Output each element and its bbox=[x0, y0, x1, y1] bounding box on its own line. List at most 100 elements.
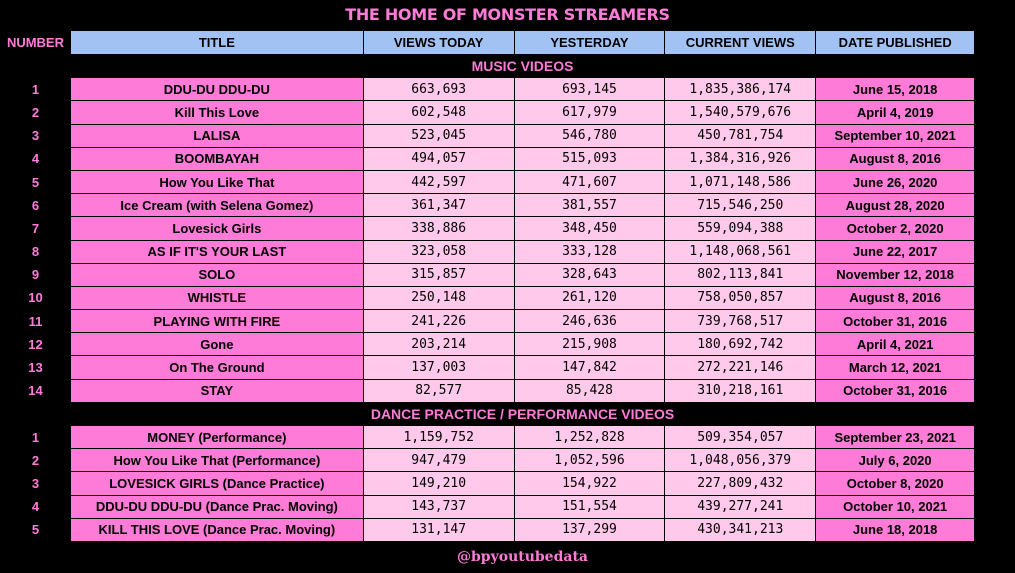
yesterday-value: 471,607 bbox=[513, 169, 666, 195]
table-row: 7 Lovesick Girls 338,886 348,450 559,094,388… bbox=[0, 216, 1015, 241]
table-row: 11 PLAYING WITH FIRE 241,226 246,636 739,768… bbox=[0, 309, 1015, 334]
table-row: 4 BOOMBAYAH 494,057 515,093 1,384,316,926 Aug… bbox=[0, 146, 1015, 171]
rank-number: 5 bbox=[0, 517, 71, 542]
video-title: PLAYING WITH FIRE bbox=[69, 309, 364, 334]
yesterday-value: 147,842 bbox=[513, 355, 666, 380]
video-title: DDU-DU DDU-DU bbox=[69, 77, 364, 102]
empty-cell bbox=[0, 540, 71, 573]
table-row: 9 SOLO 315,857 328,643 802,113,841 November 1… bbox=[0, 262, 1015, 287]
current-views-value: 758,050,857 bbox=[664, 285, 817, 311]
header-views-today: VIEWS TODAY bbox=[362, 30, 515, 55]
rank-number: 13 bbox=[0, 355, 71, 380]
table-row: 12 Gone 203,214 215,908 180,692,742 April 4, … bbox=[0, 332, 1015, 357]
header-current-views: CURRENT VIEWS bbox=[664, 30, 817, 55]
empty-cell bbox=[974, 309, 1015, 334]
views-today-value: 1,159,752 bbox=[362, 424, 515, 450]
header-title: TITLE bbox=[69, 30, 364, 55]
empty-cell bbox=[974, 517, 1015, 542]
yesterday-value: 85,428 bbox=[513, 378, 666, 403]
empty-cell bbox=[974, 53, 1015, 79]
yesterday-value: 151,554 bbox=[513, 494, 666, 519]
footer-row: @bpyoutubedata bbox=[0, 540, 1015, 573]
rank-number: 10 bbox=[0, 285, 71, 311]
views-today-value: 241,226 bbox=[362, 309, 515, 334]
section-title: DANCE PRACTICE / PERFORMANCE VIDEOS bbox=[69, 401, 976, 427]
views-today-value: 361,347 bbox=[362, 193, 515, 218]
rank-number: 8 bbox=[0, 239, 71, 264]
empty-cell bbox=[974, 401, 1015, 427]
video-title: How You Like That (Performance) bbox=[69, 448, 364, 473]
rank-number: 7 bbox=[0, 216, 71, 241]
empty-cell bbox=[974, 216, 1015, 241]
date-published-value: August 8, 2016 bbox=[815, 285, 976, 311]
stats-table: NUMBER TITLE VIEWS TODAY YESTERDAY CURRE… bbox=[0, 30, 1015, 573]
date-published-value: October 31, 2016 bbox=[815, 378, 976, 403]
date-published-value: August 8, 2016 bbox=[815, 146, 976, 171]
video-title: Gone bbox=[69, 332, 364, 357]
date-published-value: June 15, 2018 bbox=[815, 77, 976, 102]
current-views-value: 1,148,068,561 bbox=[664, 239, 817, 264]
empty-cell bbox=[974, 100, 1015, 125]
header-yesterday: YESTERDAY bbox=[513, 30, 666, 55]
yesterday-value: 333,128 bbox=[513, 239, 666, 264]
rank-number: 1 bbox=[0, 77, 71, 102]
current-views-value: 1,540,579,676 bbox=[664, 100, 817, 125]
current-views-value: 739,768,517 bbox=[664, 309, 817, 334]
views-today-value: 82,577 bbox=[362, 378, 515, 403]
header-row: NUMBER TITLE VIEWS TODAY YESTERDAY CURRE… bbox=[0, 30, 1015, 55]
empty-cell bbox=[974, 262, 1015, 287]
date-published-value: October 2, 2020 bbox=[815, 216, 976, 241]
date-published-value: November 12, 2018 bbox=[815, 262, 976, 287]
views-today-value: 663,693 bbox=[362, 77, 515, 102]
rank-number: 2 bbox=[0, 100, 71, 125]
table-row: 3 LALISA 523,045 546,780 450,781,754 Septembe… bbox=[0, 123, 1015, 148]
empty-cell bbox=[974, 146, 1015, 171]
date-published-value: August 28, 2020 bbox=[815, 193, 976, 218]
header-number: NUMBER bbox=[0, 30, 71, 55]
empty-cell bbox=[974, 540, 1015, 573]
current-views-value: 715,546,250 bbox=[664, 193, 817, 218]
empty-cell bbox=[974, 30, 1015, 55]
date-published-value: June 22, 2017 bbox=[815, 239, 976, 264]
views-today-value: 947,479 bbox=[362, 448, 515, 473]
empty-cell bbox=[974, 378, 1015, 403]
table-row: 2 How You Like That (Performance) 947,479 1… bbox=[0, 448, 1015, 473]
rank-number: 2 bbox=[0, 448, 71, 473]
rank-number: 3 bbox=[0, 471, 71, 496]
rank-number: 6 bbox=[0, 193, 71, 218]
yesterday-value: 348,450 bbox=[513, 216, 666, 241]
views-today-value: 494,057 bbox=[362, 146, 515, 171]
yesterday-value: 1,052,596 bbox=[513, 448, 666, 473]
empty-cell bbox=[974, 285, 1015, 311]
video-title: On The Ground bbox=[69, 355, 364, 380]
yesterday-value: 137,299 bbox=[513, 517, 666, 542]
current-views-value: 310,218,161 bbox=[664, 378, 817, 403]
empty-cell bbox=[974, 169, 1015, 195]
current-views-value: 430,341,213 bbox=[664, 517, 817, 542]
current-views-value: 272,221,146 bbox=[664, 355, 817, 380]
empty-cell bbox=[974, 123, 1015, 148]
yesterday-value: 1,252,828 bbox=[513, 424, 666, 450]
video-title: How You Like That bbox=[69, 169, 364, 195]
rank-number: 4 bbox=[0, 494, 71, 519]
yesterday-value: 515,093 bbox=[513, 146, 666, 171]
views-today-value: 315,857 bbox=[362, 262, 515, 287]
video-title: DDU-DU DDU-DU (Dance Prac. Moving) bbox=[69, 494, 364, 519]
empty-cell bbox=[974, 494, 1015, 519]
yesterday-value: 328,643 bbox=[513, 262, 666, 287]
current-views-value: 509,354,057 bbox=[664, 424, 817, 450]
section-header-row: DANCE PRACTICE / PERFORMANCE VIDEOS bbox=[0, 401, 1015, 427]
views-today-value: 338,886 bbox=[362, 216, 515, 241]
date-published-value: March 12, 2021 bbox=[815, 355, 976, 380]
empty-cell bbox=[974, 77, 1015, 102]
current-views-value: 450,781,754 bbox=[664, 123, 817, 148]
table-row: 4 DDU-DU DDU-DU (Dance Prac. Moving) 143,7… bbox=[0, 494, 1015, 519]
video-title: WHISTLE bbox=[69, 285, 364, 311]
section-header-row: MUSIC VIDEOS bbox=[0, 53, 1015, 79]
table-row: 8 AS IF IT'S YOUR LAST 323,058 333,128 1,148… bbox=[0, 239, 1015, 264]
video-title: MONEY (Performance) bbox=[69, 424, 364, 450]
video-title: Kill This Love bbox=[69, 100, 364, 125]
empty-cell bbox=[974, 239, 1015, 264]
table-row: 10 WHISTLE 250,148 261,120 758,050,857 August… bbox=[0, 285, 1015, 311]
table-row: 1 MONEY (Performance) 1,159,752 1,252,828 50… bbox=[0, 424, 1015, 450]
